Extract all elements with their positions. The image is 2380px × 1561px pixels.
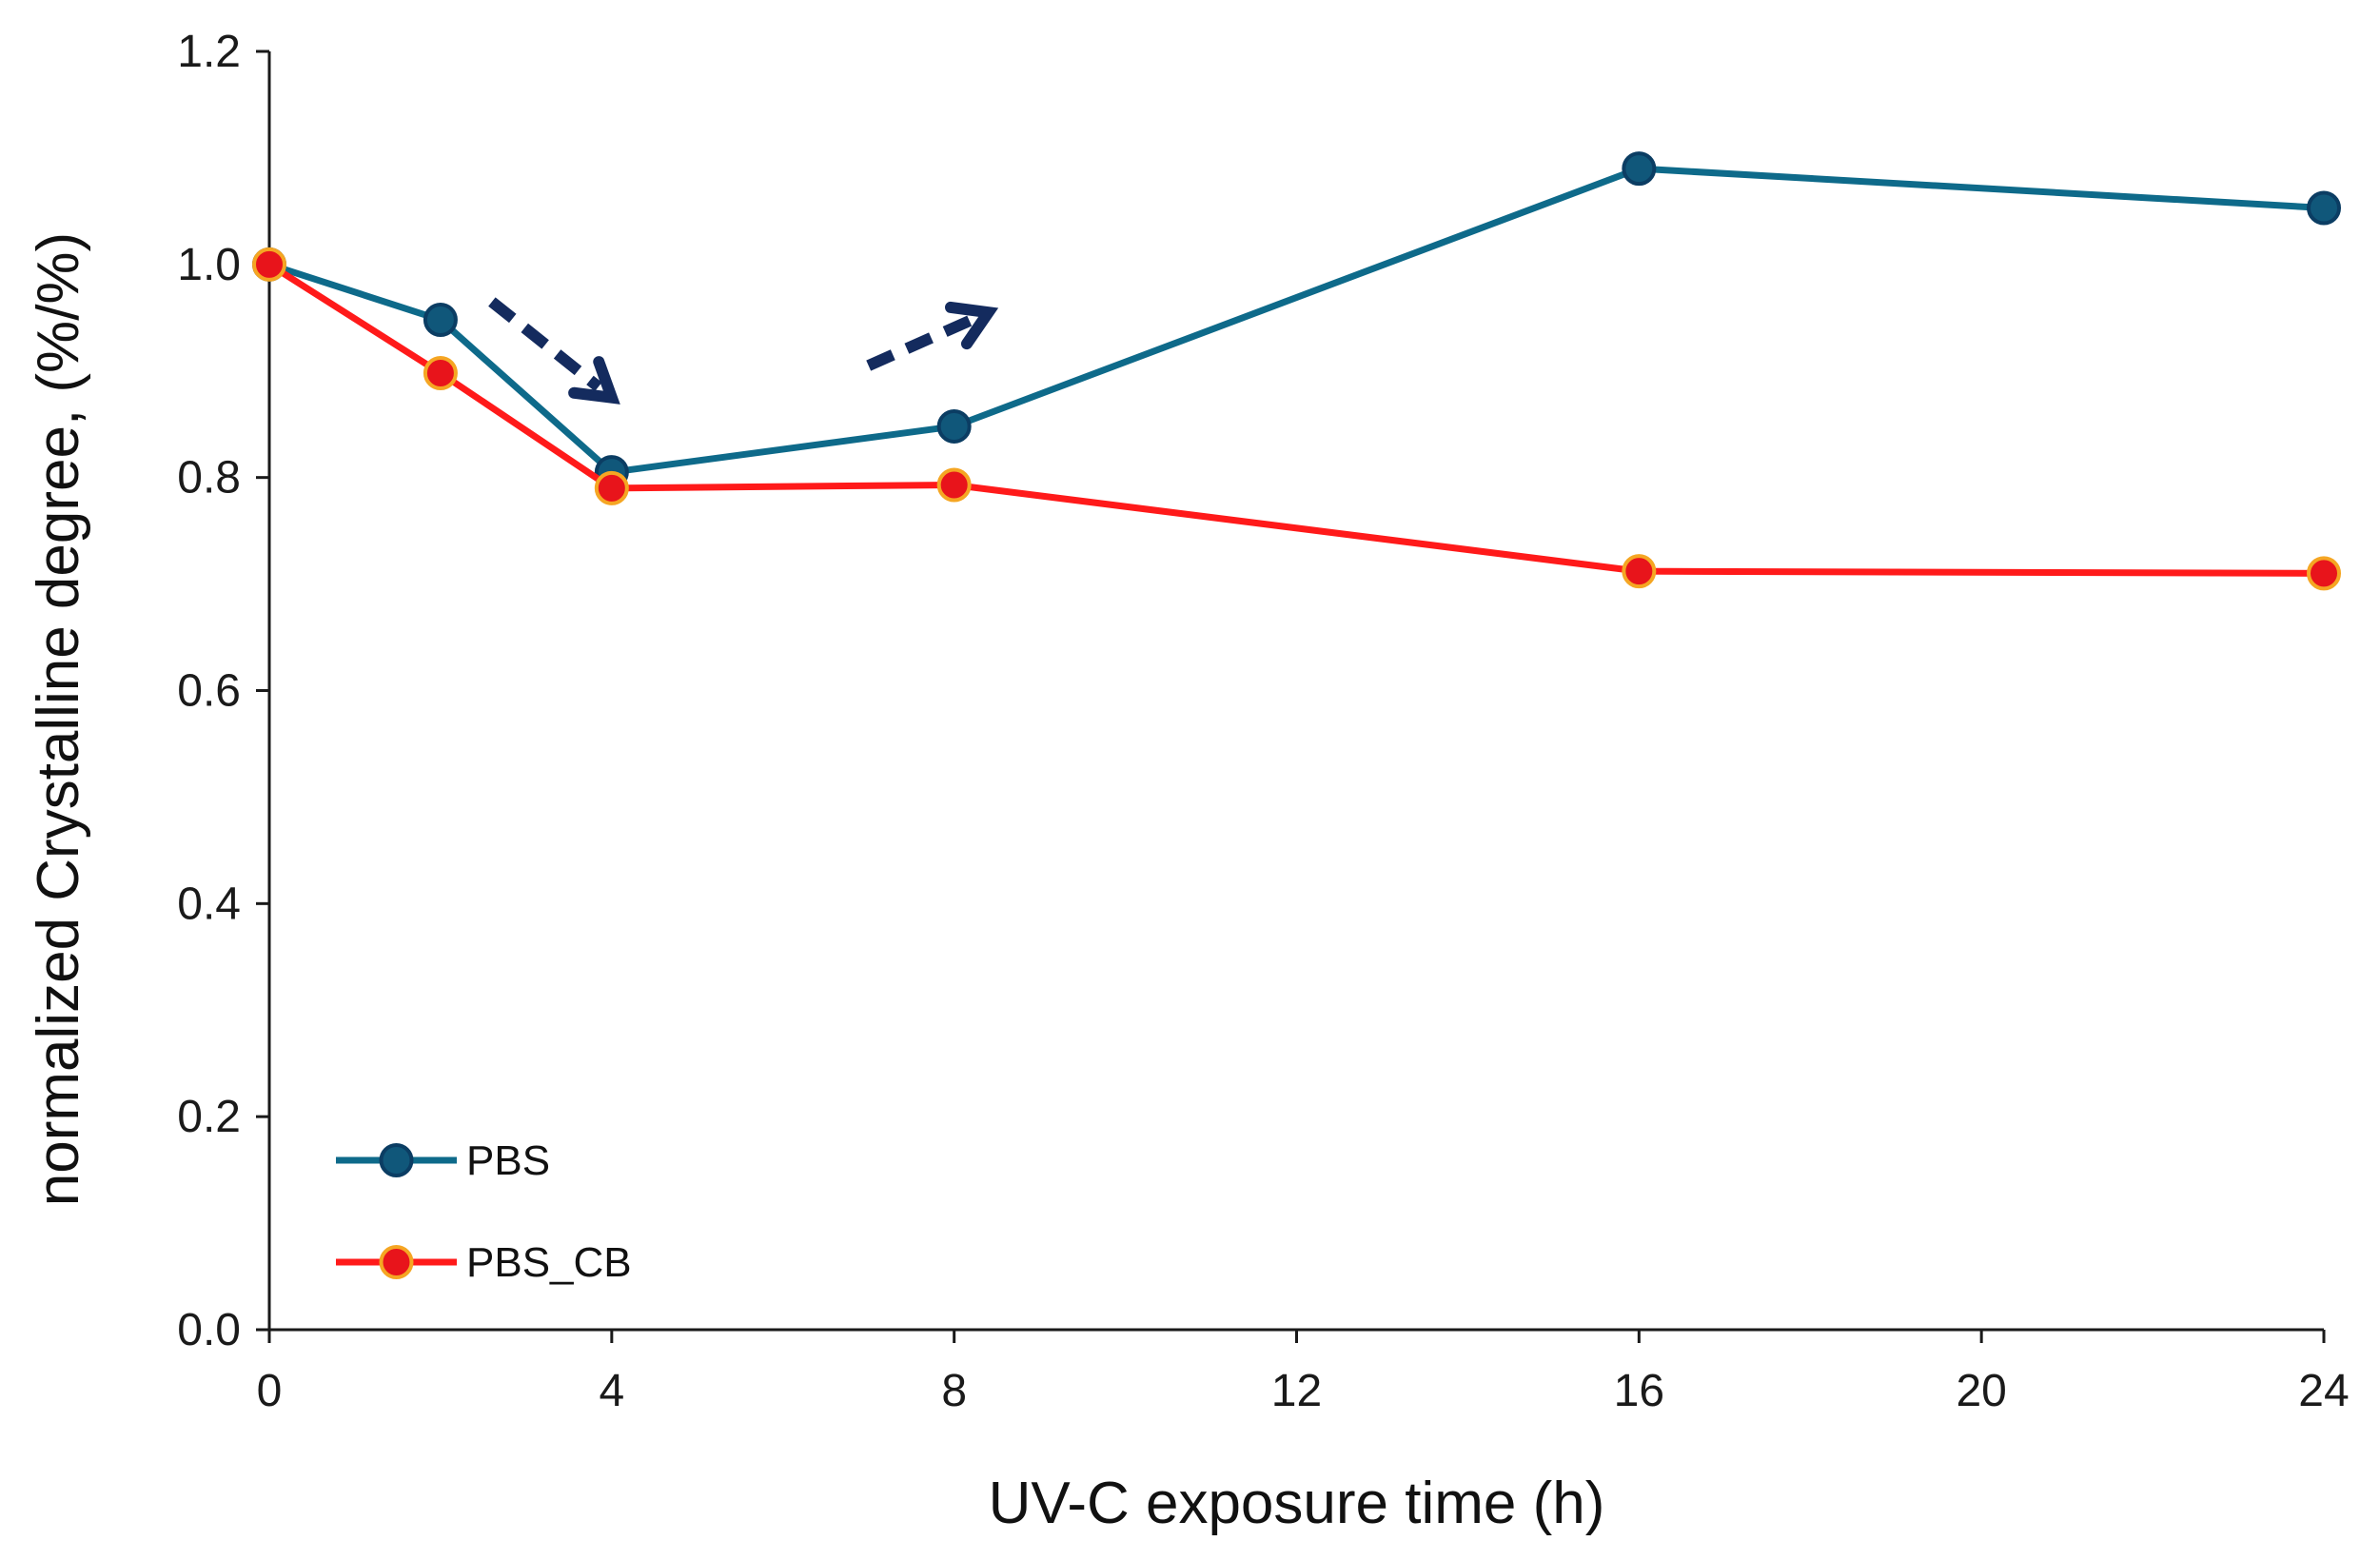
arrow-increase-head: [944, 301, 999, 350]
y-tick-label: 0.0: [177, 1305, 241, 1355]
y-tick-label: 0.8: [177, 453, 241, 504]
data-point-pbs-cb: [1622, 554, 1657, 589]
x-tick-label: 0: [257, 1366, 283, 1416]
arrow-decrease-shaft: [488, 297, 602, 392]
data-point-pbs: [2307, 190, 2341, 226]
legend-marker-pbs: [379, 1143, 414, 1177]
x-tick-label: 20: [1956, 1366, 2006, 1416]
data-point-pbs: [423, 303, 458, 338]
x-tick-label: 8: [941, 1366, 967, 1416]
x-axis-title: UV-C exposure time (h): [989, 1471, 1605, 1536]
legend-label-pbs: PBS: [466, 1137, 550, 1184]
x-tick-label: 24: [2298, 1366, 2349, 1416]
series-line-pbs-cb: [267, 261, 2325, 577]
ticks: 0.0 0.2 0.4 0.6 0.8 1.0 1.2 0 4 8 12 16 20 24: [177, 27, 2349, 1416]
legend: PBS PBS_CB: [336, 1137, 632, 1286]
data-point-pbs-cb: [936, 467, 972, 503]
arrow-increase-shaft: [866, 314, 975, 371]
x-tick-label: 16: [1614, 1366, 1664, 1416]
y-axis-title: normalized Crystalline degree, (%/%): [26, 232, 91, 1206]
annotations: [488, 297, 999, 405]
axes: [267, 51, 2324, 1332]
x-tick-label: 12: [1271, 1366, 1322, 1416]
legend-marker-pbs-cb: [379, 1245, 414, 1279]
data-point-pbs: [936, 408, 972, 444]
series-layer: [252, 151, 2341, 591]
y-tick-label: 0.2: [177, 1092, 241, 1142]
data-point-pbs-cb: [252, 247, 286, 282]
arrow-decrease-head: [568, 356, 620, 405]
y-tick-label: 1.0: [177, 240, 241, 290]
data-point-pbs-cb: [423, 355, 458, 390]
data-point-pbs-cb: [2307, 556, 2341, 591]
legend-label-pbs-cb: PBS_CB: [466, 1239, 632, 1286]
data-point-pbs: [1622, 151, 1657, 187]
y-tick-label: 1.2: [177, 27, 241, 77]
y-tick-label: 0.6: [177, 666, 241, 717]
data-point-pbs-cb: [594, 470, 629, 505]
y-tick-label: 0.4: [177, 879, 241, 929]
x-tick-label: 4: [599, 1366, 624, 1416]
series-line-pbs: [267, 165, 2325, 476]
